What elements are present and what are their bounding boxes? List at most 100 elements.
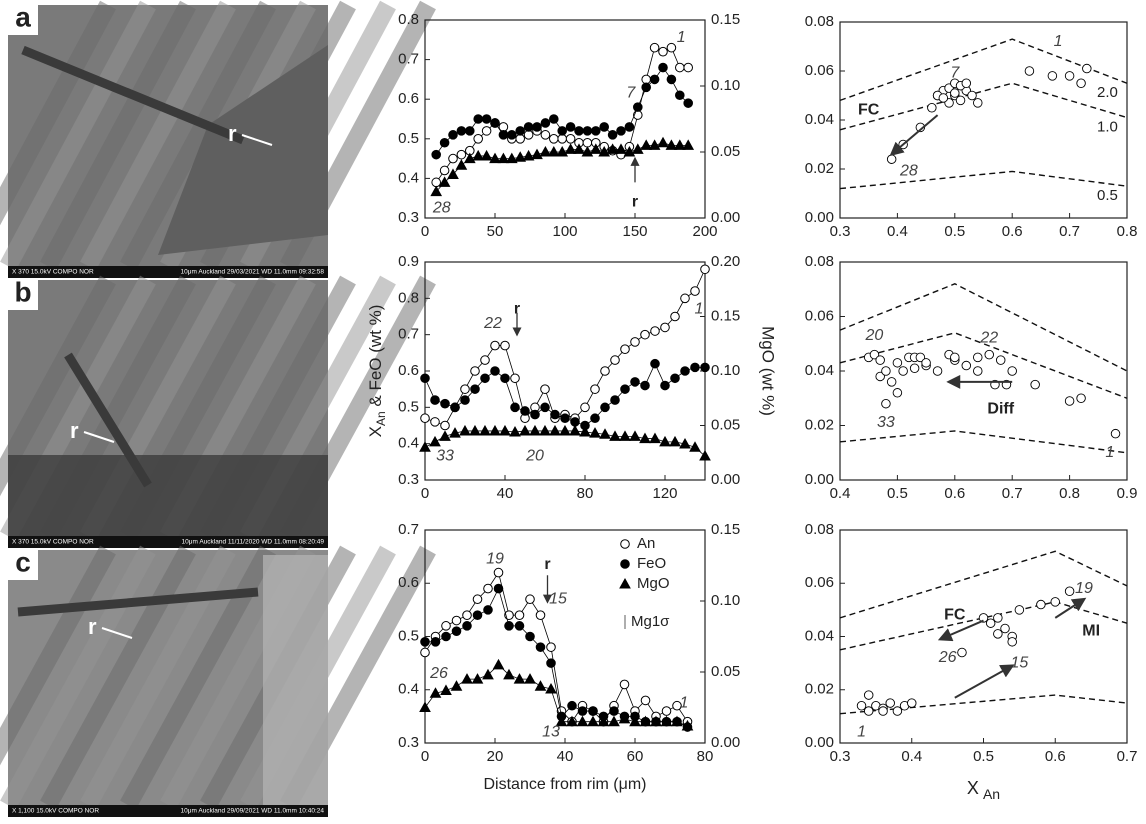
data-point bbox=[690, 286, 700, 296]
data-point bbox=[580, 402, 590, 413]
data-point bbox=[559, 424, 571, 436]
annotation: 22 bbox=[979, 330, 998, 347]
data-point bbox=[907, 698, 917, 708]
data-point bbox=[447, 168, 459, 179]
y2-tick-label: 0.00 bbox=[711, 209, 740, 226]
image-texture bbox=[40, 545, 196, 810]
legend-marker bbox=[619, 577, 631, 589]
data-point bbox=[927, 102, 937, 113]
panel-label: b bbox=[14, 276, 31, 307]
data-point bbox=[670, 311, 680, 322]
arrow bbox=[954, 664, 1015, 699]
y-axis-label-part: An bbox=[374, 411, 388, 426]
data-point bbox=[440, 684, 452, 695]
legend-marker bbox=[620, 559, 630, 569]
data-point bbox=[549, 114, 559, 124]
model-line-label: 0.5 bbox=[1097, 187, 1118, 204]
footer-text: 10μm Auckland 29/03/2021 WD 11.0mm 09:32… bbox=[181, 269, 325, 276]
x-tick-label: 40 bbox=[497, 485, 514, 502]
x-tick-label: 0.6 bbox=[1002, 223, 1023, 240]
data-point bbox=[500, 340, 510, 351]
data-point bbox=[699, 449, 711, 461]
data-point bbox=[639, 432, 651, 444]
data-point bbox=[567, 700, 577, 711]
data-point bbox=[430, 395, 440, 405]
annotation: Diff bbox=[987, 400, 1014, 417]
model-line bbox=[839, 283, 1128, 372]
data-point bbox=[480, 355, 490, 365]
data-point bbox=[700, 362, 710, 373]
y-tick-label: 0.00 bbox=[805, 471, 834, 488]
image-texture bbox=[80, 0, 236, 271]
data-point bbox=[493, 583, 504, 594]
data-point bbox=[471, 673, 484, 684]
y-tick-label: 0.4 bbox=[398, 681, 419, 698]
data-point bbox=[615, 143, 627, 154]
data-point bbox=[1076, 393, 1086, 404]
data-point bbox=[483, 605, 493, 615]
image-texture bbox=[0, 0, 156, 271]
x-tick-label: 120 bbox=[652, 485, 677, 502]
arrow bbox=[889, 114, 939, 157]
y2-tick-label: 0.05 bbox=[711, 416, 740, 433]
data-point bbox=[639, 715, 652, 727]
data-point bbox=[547, 145, 560, 157]
data-point bbox=[641, 74, 652, 85]
data-point bbox=[546, 642, 556, 652]
data-point bbox=[660, 322, 670, 333]
y-tick-label: 0.8 bbox=[398, 11, 419, 28]
data-point bbox=[597, 715, 610, 727]
data-point bbox=[480, 149, 493, 161]
data-point bbox=[450, 680, 463, 691]
data-point bbox=[507, 130, 517, 140]
data-point bbox=[995, 355, 1006, 365]
data-point bbox=[660, 715, 673, 727]
data-point bbox=[1076, 78, 1086, 88]
data-point bbox=[429, 435, 441, 447]
data-point bbox=[431, 149, 442, 160]
y-tick-label: 0.6 bbox=[398, 90, 419, 107]
data-point bbox=[640, 139, 653, 150]
marker-label: r bbox=[70, 418, 79, 443]
data-point bbox=[683, 98, 694, 108]
data-point bbox=[950, 352, 960, 363]
data-point bbox=[961, 78, 972, 88]
data-point bbox=[430, 185, 443, 197]
data-point bbox=[915, 352, 926, 363]
data-point bbox=[557, 134, 568, 144]
data-point bbox=[1030, 379, 1040, 390]
data-point bbox=[460, 384, 470, 394]
data-point bbox=[630, 337, 640, 347]
data-point bbox=[673, 139, 686, 150]
data-point bbox=[589, 427, 601, 438]
data-point bbox=[565, 122, 576, 132]
footer-text: 10μm Auckland 11/11/2020 WD 11.0mm 08:20… bbox=[182, 539, 325, 546]
data-point bbox=[957, 647, 967, 658]
annotation: 7 bbox=[626, 84, 636, 101]
annotation: 33 bbox=[436, 448, 454, 465]
data-point bbox=[620, 384, 630, 394]
data-point bbox=[483, 583, 493, 594]
y-tick-label: 0.02 bbox=[805, 416, 834, 433]
data-point bbox=[649, 432, 661, 444]
data-point bbox=[490, 340, 500, 351]
data-point bbox=[921, 358, 931, 368]
data-point bbox=[440, 398, 450, 409]
data-point bbox=[689, 441, 701, 452]
annotation: MI bbox=[1082, 622, 1100, 639]
legend-label: An bbox=[637, 535, 655, 552]
data-point bbox=[932, 366, 943, 376]
data-point bbox=[481, 114, 492, 124]
data-point bbox=[490, 366, 500, 376]
data-point bbox=[529, 424, 541, 436]
data-point bbox=[431, 177, 442, 188]
marker-label: r bbox=[88, 614, 97, 639]
annotation: 7 bbox=[950, 65, 960, 82]
data-point bbox=[523, 122, 534, 132]
arrow bbox=[1054, 597, 1087, 619]
legend-label: Mg1σ bbox=[631, 613, 670, 630]
data-point bbox=[545, 683, 557, 694]
data-point bbox=[461, 673, 473, 684]
annotation: 19 bbox=[1075, 580, 1093, 597]
